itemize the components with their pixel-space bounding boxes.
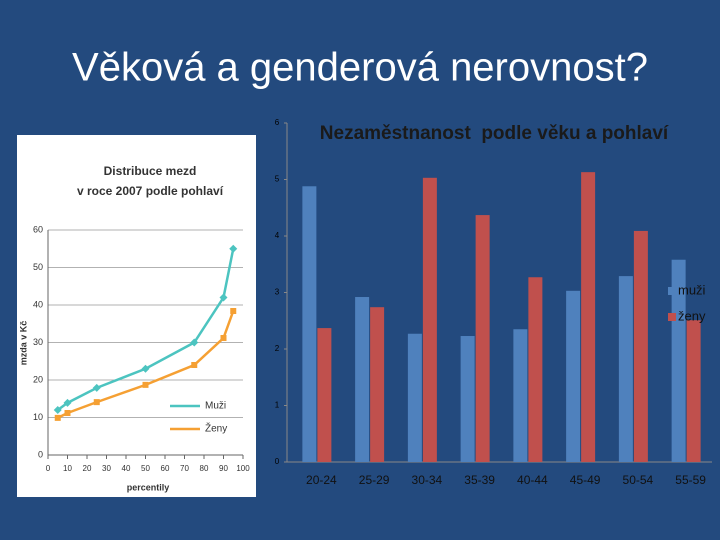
chart-title: Distribuce mezd [104, 164, 197, 178]
bar [370, 307, 385, 462]
marker [141, 364, 150, 373]
marker [191, 362, 198, 368]
bar [422, 177, 437, 462]
x-tick-label: 25-29 [359, 473, 390, 487]
y-tick-label: 4 [275, 231, 280, 240]
x-tick-label: 80 [200, 464, 209, 473]
marker [142, 381, 149, 388]
marker [93, 399, 100, 406]
y-tick-label: 3 [275, 288, 280, 297]
bar [618, 276, 633, 462]
bar [355, 297, 370, 462]
y-axis-label: mzda v Kč [18, 321, 28, 366]
bar [633, 230, 648, 462]
y-tick-label: 2 [275, 344, 280, 353]
x-tick-label: 35-39 [464, 473, 495, 487]
y-tick-label: 60 [33, 224, 43, 234]
bar [460, 336, 475, 462]
marker [230, 308, 237, 314]
bar [407, 333, 422, 462]
x-tick-label: 0 [46, 464, 51, 473]
marker [219, 293, 228, 302]
legend-label: ženy [678, 308, 706, 323]
x-tick-label: 10 [63, 464, 72, 473]
x-tick-label: 70 [180, 464, 189, 473]
chart-title: Nezaměstnanost podle věku a pohlaví [320, 123, 669, 144]
marker [92, 383, 101, 392]
slide-title: Věková a genderová nerovnost? [72, 46, 648, 90]
y-tick-label: 20 [33, 374, 43, 384]
x-tick-label: 30 [102, 464, 111, 473]
bar [566, 290, 581, 462]
marker [229, 244, 238, 253]
bar [581, 172, 596, 462]
y-tick-label: 6 [275, 118, 280, 127]
y-tick-label: 30 [33, 337, 43, 347]
bar [475, 215, 490, 462]
bar [686, 320, 701, 462]
bar [317, 328, 332, 462]
y-tick-label: 50 [33, 262, 43, 272]
y-tick-label: 10 [33, 412, 43, 422]
y-tick-label: 0 [38, 449, 43, 459]
legend-label: Ženy [205, 422, 227, 435]
x-tick-label: 30-34 [412, 473, 443, 487]
legend-label: muži [678, 282, 706, 297]
x-tick-label: 40 [122, 464, 131, 473]
marker [220, 335, 227, 341]
marker [190, 338, 199, 347]
bar [302, 186, 317, 462]
marker [53, 406, 62, 414]
bar [528, 277, 543, 462]
y-tick-label: 0 [275, 457, 280, 466]
x-tick-label: 40-44 [517, 473, 548, 487]
x-tick-label: 45-49 [570, 473, 601, 487]
chart-title: v roce 2007 podle pohlaví [77, 184, 224, 198]
bar [671, 259, 686, 462]
x-tick-label: 20 [83, 464, 92, 473]
bar [513, 329, 528, 462]
x-tick-label: 50 [141, 464, 150, 473]
x-tick-label: 50-54 [623, 473, 654, 487]
marker [64, 410, 71, 416]
marker [54, 414, 61, 421]
x-axis-label: percentily [127, 482, 170, 492]
legend-swatch [668, 287, 676, 295]
x-tick-label: 60 [161, 464, 170, 473]
y-tick-label: 5 [275, 175, 280, 184]
y-tick-label: 40 [33, 299, 43, 309]
x-tick-label: 55-59 [675, 473, 706, 487]
x-tick-label: 100 [236, 464, 250, 473]
x-tick-label: 90 [219, 464, 228, 473]
y-tick-label: 1 [275, 401, 280, 410]
legend-swatch [668, 313, 676, 321]
x-tick-label: 20-24 [306, 473, 337, 487]
legend-label: Muži [205, 401, 226, 412]
marker [63, 398, 72, 407]
